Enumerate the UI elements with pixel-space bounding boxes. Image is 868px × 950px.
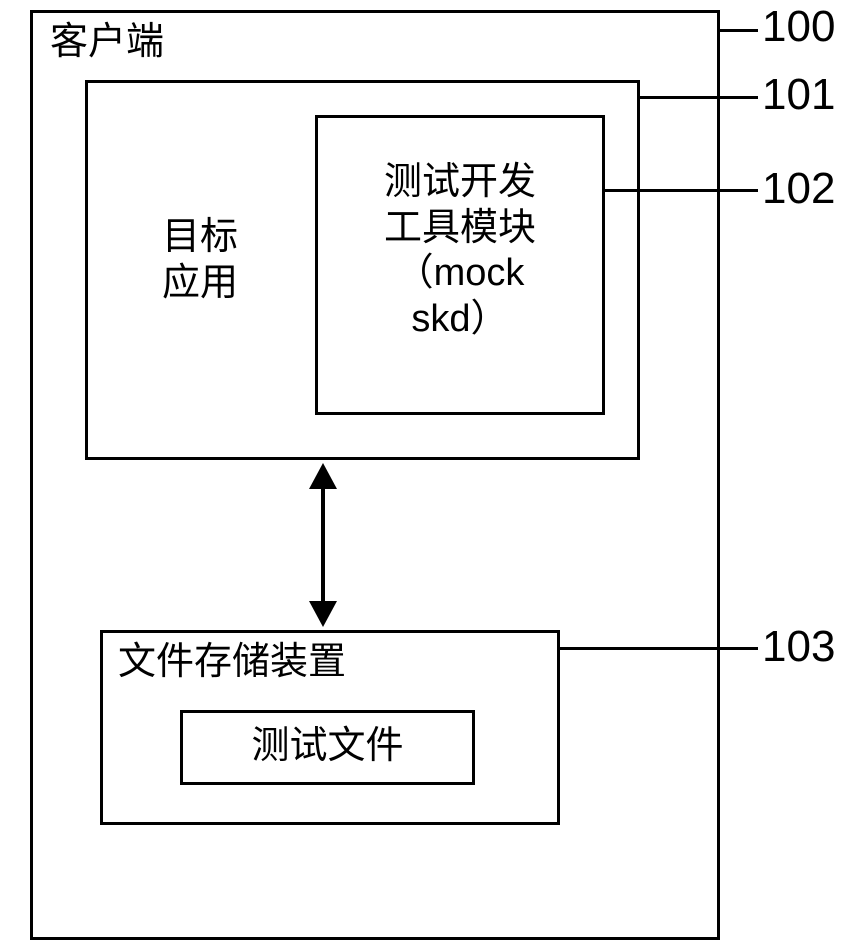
leader-103: [560, 647, 758, 650]
callout-102: 102: [762, 167, 835, 211]
leader-101: [640, 96, 758, 99]
leader-100: [720, 29, 758, 32]
callout-101: 101: [762, 73, 835, 117]
label-file-storage: 文件存储装置: [118, 640, 346, 686]
callout-103: 103: [762, 625, 835, 669]
label-client: 客户端: [50, 20, 164, 66]
label-target-app: 目标 应用: [120, 215, 280, 306]
diagram-canvas: 客户端 目标 应用 测试开发 工具模块 （mock skd） 文件存储装置 测试…: [0, 0, 868, 950]
label-mock-sdk: 测试开发 工具模块 （mock skd）: [315, 160, 605, 342]
label-test-file: 测试文件: [180, 724, 475, 770]
leader-102: [605, 189, 758, 192]
callout-100: 100: [762, 5, 835, 49]
